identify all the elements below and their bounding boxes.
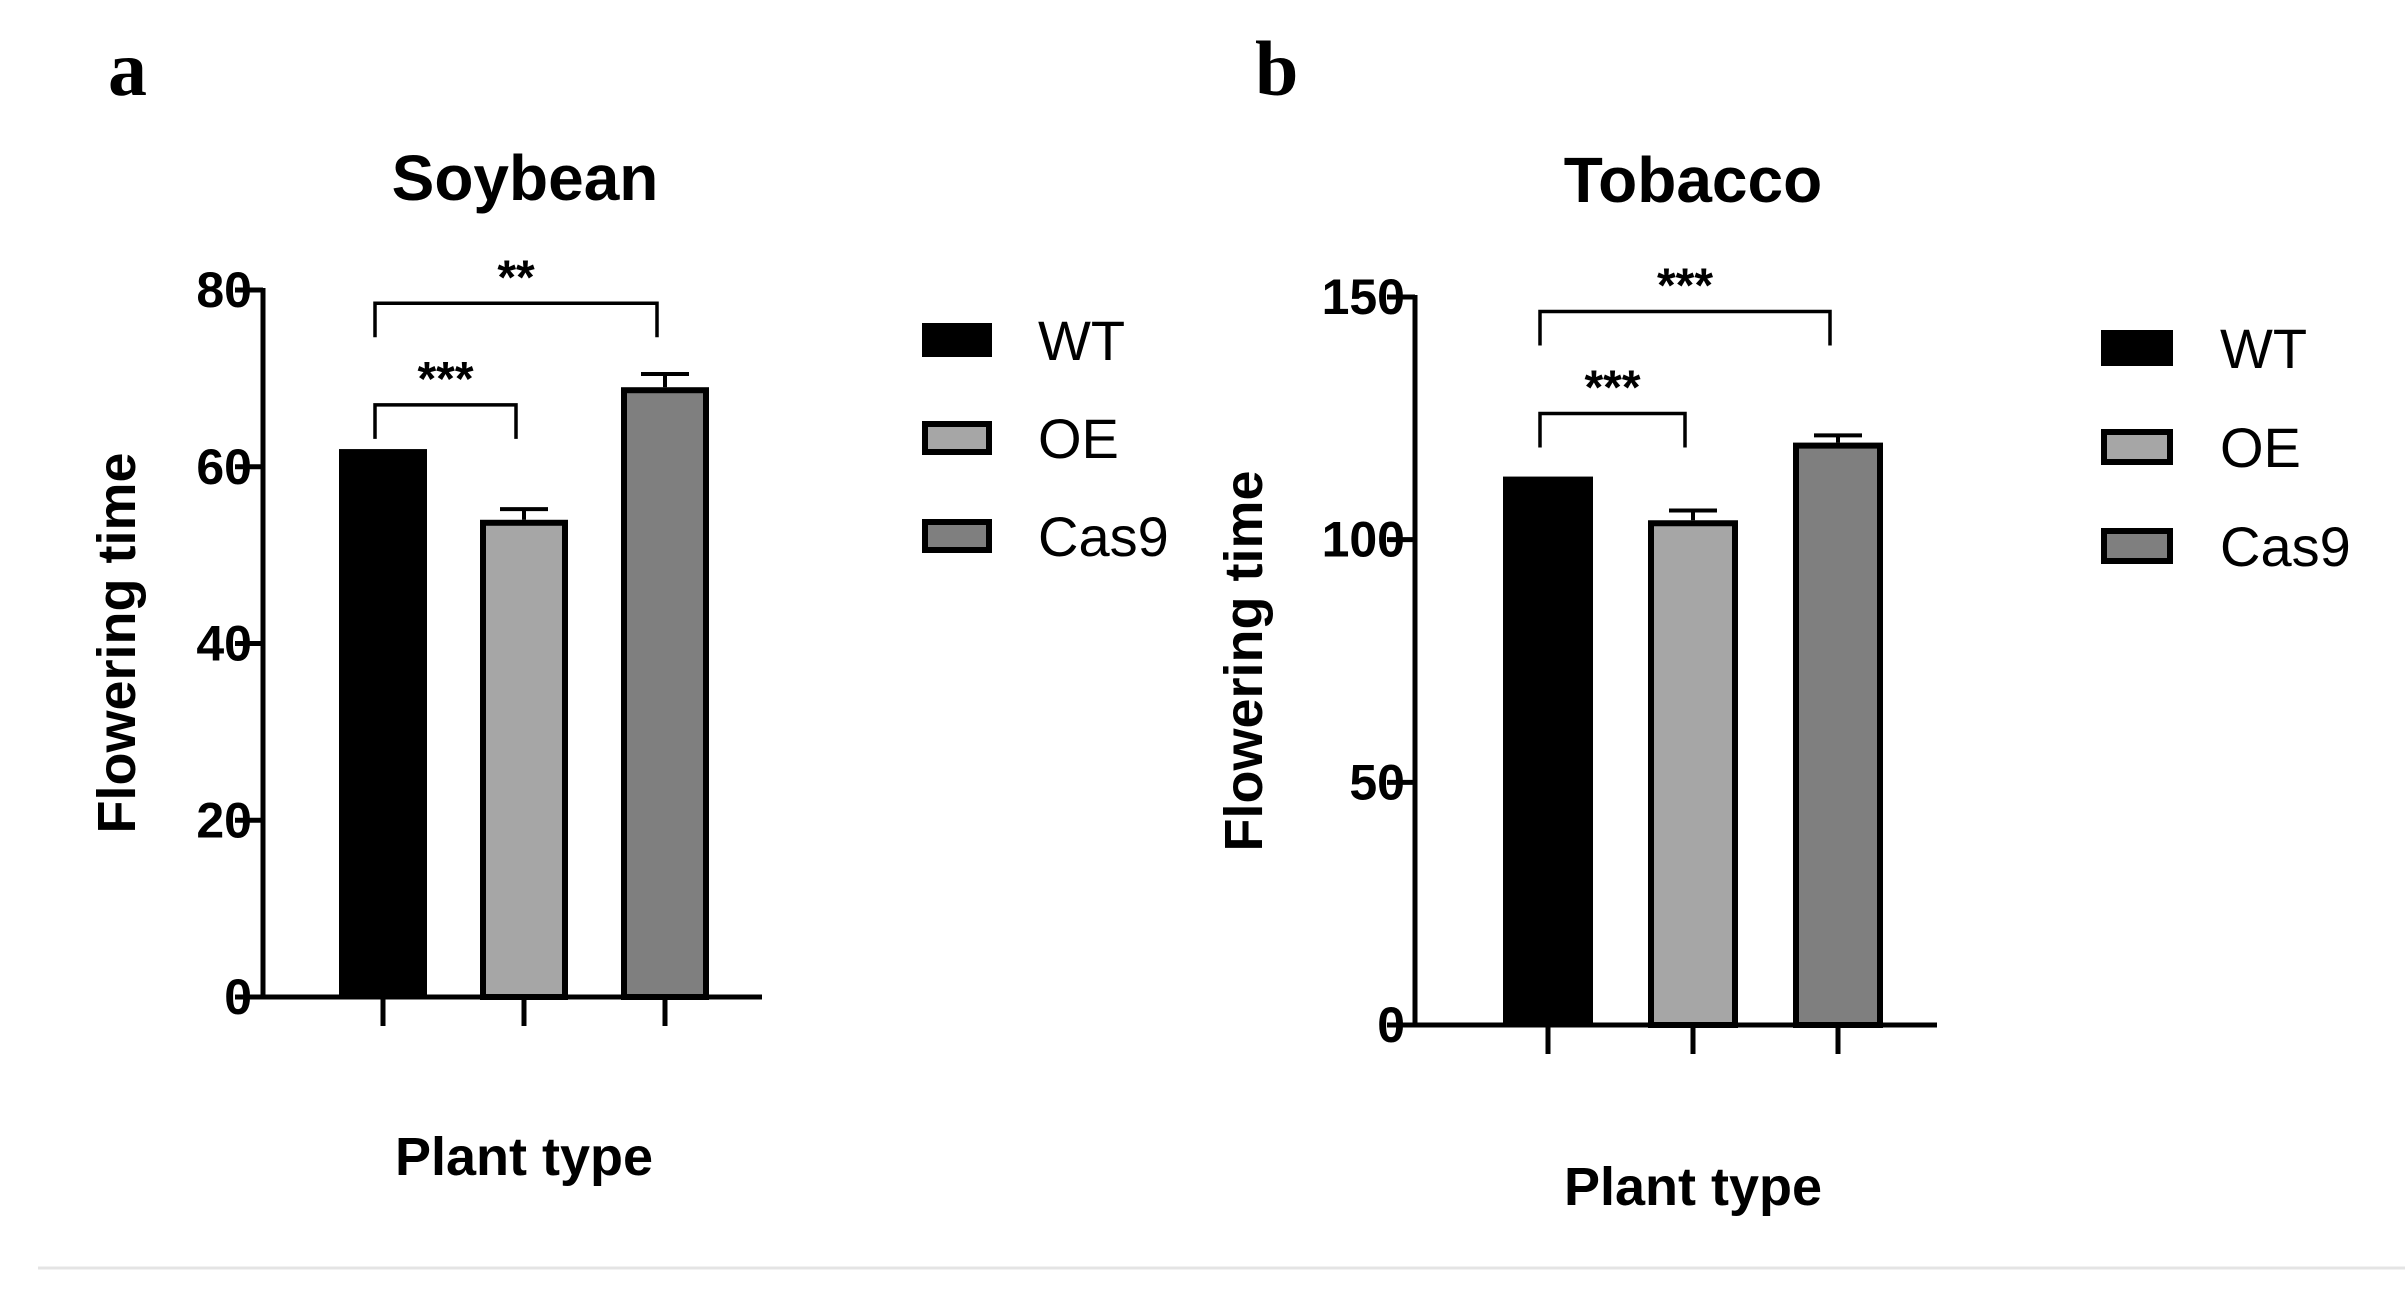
bar-oe bbox=[1648, 520, 1738, 1029]
legend: WT OE Cas9 bbox=[922, 309, 1169, 568]
x-axis-label: Plant type bbox=[1564, 1157, 1822, 1217]
legend: WT OE Cas9 bbox=[2101, 317, 2351, 578]
legend-label-wt: WT bbox=[1038, 309, 1125, 372]
panel-letter: a bbox=[108, 25, 147, 112]
significance-label: ** bbox=[497, 251, 535, 304]
y-tick-label: 0 bbox=[224, 969, 252, 1025]
bar-cas9 bbox=[1793, 442, 1883, 1029]
bar-oe bbox=[480, 519, 568, 1001]
significance-bracket bbox=[373, 403, 518, 439]
y-tick-label: 60 bbox=[196, 439, 252, 495]
y-tick-label: 0 bbox=[1377, 997, 1405, 1053]
chart-panel-b: b Tobacco 0 50 100 150 *** *** Flowering time Pla… bbox=[1214, 25, 2351, 1217]
chart-title: Tobacco bbox=[1564, 144, 1822, 216]
y-tick-label: 40 bbox=[196, 616, 252, 672]
y-axis-label: Flowering time bbox=[87, 452, 147, 833]
significance-bracket bbox=[373, 301, 659, 338]
y-tick-label: 80 bbox=[196, 262, 252, 318]
legend-label-cas9: Cas9 bbox=[2220, 515, 2351, 578]
significance-label: *** bbox=[1657, 260, 1713, 313]
legend-swatch-oe bbox=[922, 421, 992, 455]
y-tick-label: 100 bbox=[1322, 512, 1405, 568]
bar-wt bbox=[1503, 476, 1593, 1025]
legend-label-oe: OE bbox=[2220, 416, 2301, 479]
y-tick-label: 50 bbox=[1349, 754, 1405, 810]
y-tick-label: 150 bbox=[1322, 269, 1405, 325]
y-axis-label: Flowering time bbox=[1214, 470, 1274, 851]
bar-cas9 bbox=[621, 387, 709, 1000]
significance-label: *** bbox=[1584, 361, 1640, 414]
legend-swatch-wt bbox=[922, 323, 992, 357]
legend-label-wt: WT bbox=[2220, 317, 2307, 380]
legend-label-cas9: Cas9 bbox=[1038, 505, 1169, 568]
bar-wt bbox=[339, 449, 427, 997]
chart-title: Soybean bbox=[392, 142, 659, 214]
legend-swatch-cas9 bbox=[922, 519, 992, 553]
significance-label: *** bbox=[417, 353, 473, 406]
legend-swatch-cas9 bbox=[2101, 528, 2173, 564]
x-axis-label: Plant type bbox=[395, 1127, 653, 1187]
legend-label-oe: OE bbox=[1038, 407, 1119, 470]
legend-swatch-wt bbox=[2101, 330, 2173, 366]
legend-swatch-oe bbox=[2101, 429, 2173, 465]
significance-bracket bbox=[1538, 309, 1832, 346]
y-tick-label: 20 bbox=[196, 792, 252, 848]
significance-bracket bbox=[1538, 411, 1687, 448]
panel-letter: b bbox=[1255, 25, 1298, 112]
